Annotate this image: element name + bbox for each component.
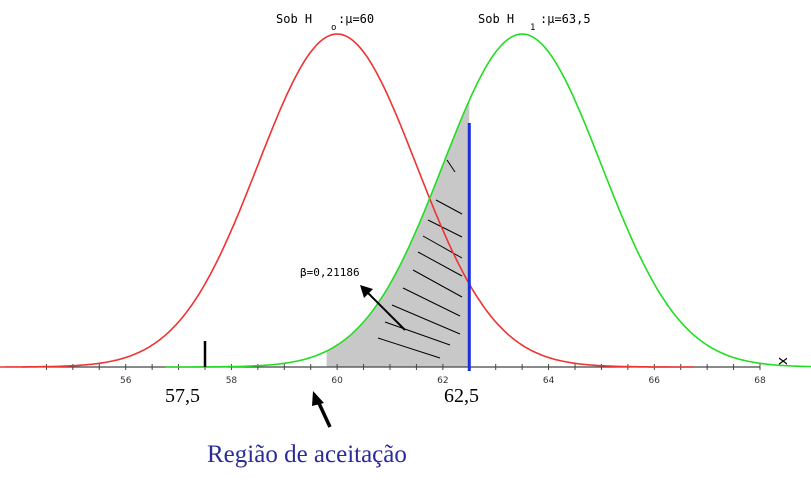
region-arrow-head <box>312 391 324 406</box>
h1-title-subscript: 1 <box>530 23 535 33</box>
h1-density-curve <box>165 33 811 368</box>
h0-title: Sob H <box>276 12 312 26</box>
hatch-line <box>435 199 463 215</box>
x-tick-label: 68 <box>754 376 766 386</box>
upper-critical-label: 62,5 <box>444 385 479 407</box>
h1-title: Sob H <box>478 12 514 26</box>
beta-arrow-shaft <box>363 288 406 331</box>
h0-density-curve <box>0 33 694 368</box>
hatch-line <box>446 159 456 173</box>
x-tick-label: 64 <box>543 376 555 386</box>
hatch-line <box>417 251 463 277</box>
x-tick-label: 58 <box>226 376 238 386</box>
x-tick-label: 66 <box>649 376 661 386</box>
h1-mu-label: :μ=63,5 <box>540 12 591 26</box>
hatch-line <box>377 337 441 359</box>
hatch-line <box>384 321 451 346</box>
h0-mu-label: :μ=60 <box>338 12 374 26</box>
x-axis-label: x <box>775 357 791 365</box>
beta-shaded-area-group <box>326 100 470 368</box>
x-tick-label: 62 <box>437 376 448 386</box>
hatch-line <box>427 219 463 238</box>
hatch-line <box>402 287 461 317</box>
beta-shaded-area <box>326 100 470 368</box>
annotations-group: Sob H o :μ=60 Sob H 1 :μ=63,5 57,5 62,5 … <box>165 12 791 468</box>
beta-label: β=0,21186 <box>300 266 360 279</box>
hatch-line <box>412 269 463 298</box>
x-tick-label: 60 <box>331 376 343 386</box>
lower-critical-label: 57,5 <box>165 385 200 407</box>
beta-arrow-head <box>360 285 373 298</box>
hatch-line <box>422 235 463 259</box>
x-tick-label: 56 <box>120 376 132 386</box>
acceptance-region-label: Região de aceitação <box>207 441 407 468</box>
curves-group <box>0 33 811 368</box>
hatch-line <box>391 304 461 335</box>
h0-title-subscript: o <box>331 23 336 33</box>
